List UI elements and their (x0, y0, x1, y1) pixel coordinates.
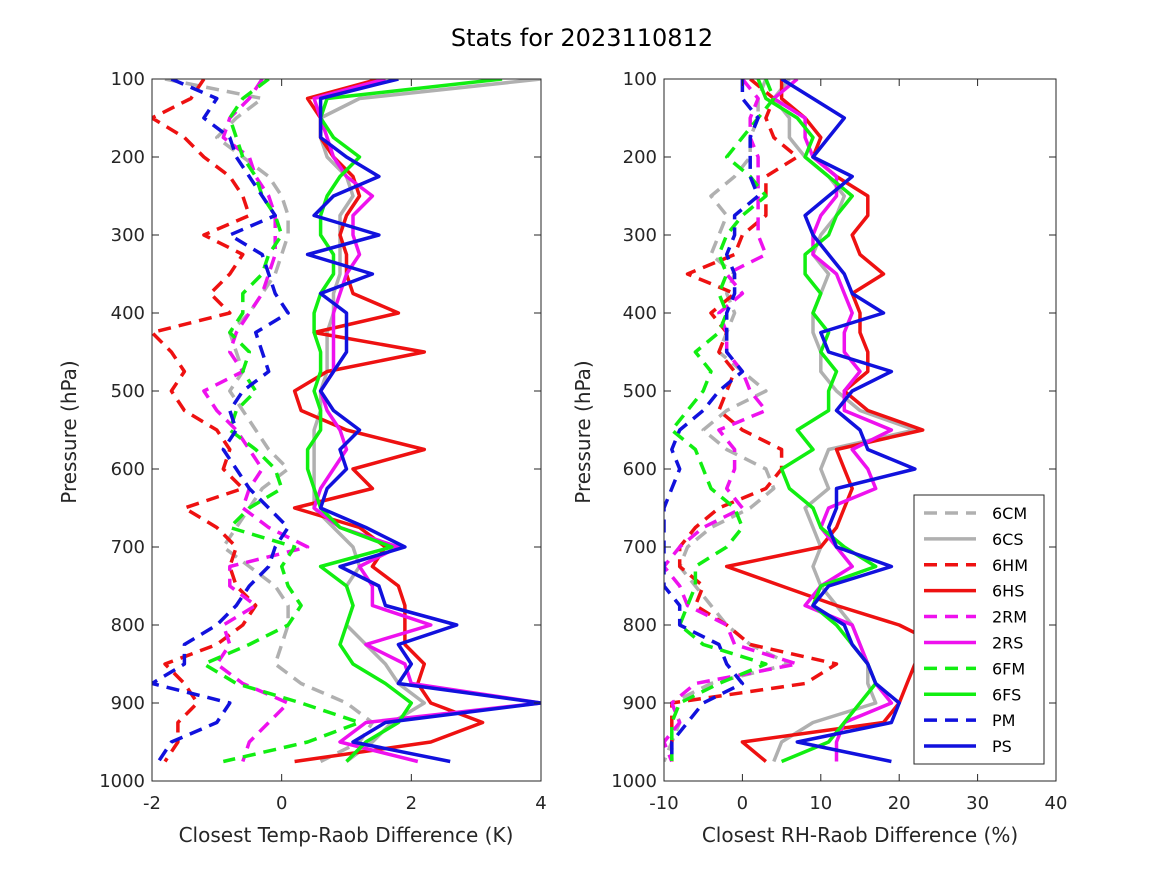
rh-series-6hm-line (670, 79, 839, 762)
rh-series-2rm-line (664, 79, 800, 763)
rh-xtick-label: 40 (1045, 793, 1068, 814)
temp-xlabel: Closest Temp-Raob Difference (K) (179, 823, 514, 847)
legend-label-2rm: 2RM (992, 608, 1027, 627)
rh-xtick-label: 20 (888, 793, 911, 814)
rh-ytick-label: 400 (623, 303, 657, 324)
temp-ytick-label: 300 (111, 225, 145, 246)
rh-ylabel: Pressure (hPa) (571, 360, 595, 503)
temp-ytick-label: 700 (111, 537, 145, 558)
legend-label-2rs: 2RS (992, 633, 1023, 652)
rh-xtick-label: 10 (809, 793, 832, 814)
temp-ytick-label: 600 (111, 459, 145, 480)
temp-ytick-label: 800 (111, 615, 145, 636)
temp-ytick-label: 1000 (99, 771, 145, 792)
temp-ytick-label: 100 (111, 69, 145, 90)
rh-xtick-label: -10 (649, 793, 678, 814)
temp-panel: Closest Temp-Raob Difference (K) Pressur… (57, 69, 547, 847)
temp-series-pm-line (152, 79, 290, 763)
rh-xlabel: Closest RH-Raob Difference (%) (702, 823, 1018, 847)
rh-ytick-label: 300 (623, 225, 657, 246)
temp-xtick-label: 4 (535, 793, 546, 814)
temp-ytick-label: 900 (111, 693, 145, 714)
rh-ytick-label: 1000 (611, 771, 657, 792)
rh-series-6fm-line (670, 79, 776, 762)
rh-xtick-label: 30 (966, 793, 989, 814)
rh-ytick-label: 500 (623, 381, 657, 402)
figure-title: Stats for 2023110812 (451, 24, 713, 52)
temp-series-2rm-line (202, 79, 310, 763)
rh-axes-frame (663, 78, 1057, 782)
rh-xtick-label: 0 (737, 793, 748, 814)
legend-label-6fm: 6FM (992, 659, 1025, 678)
legend: 6CM 6CS 6HM 6HS 2RM 2RS 6FM 6FS PM PS (913, 494, 1045, 765)
temp-xtick-label: -2 (143, 793, 161, 814)
temp-xtick-label: 0 (276, 793, 287, 814)
legend-label-pm: PM (992, 711, 1015, 730)
rh-series-pm-line (664, 79, 760, 762)
rh-ytick-label: 600 (623, 459, 657, 480)
temp-xtick-label: 2 (406, 793, 417, 814)
temp-ytick-label: 500 (111, 381, 145, 402)
legend-label-6fs: 6FS (992, 685, 1021, 704)
temp-ytick-label: 400 (111, 303, 145, 324)
legend-label-6hs: 6HS (992, 582, 1024, 601)
temp-ylabel: Pressure (hPa) (57, 360, 81, 503)
temp-series-2rs-line (312, 79, 541, 764)
rh-series-ps-line (780, 79, 917, 764)
temp-series-6hs-line (292, 79, 485, 764)
rh-ytick-label: 900 (623, 693, 657, 714)
legend-label-6cs: 6CS (992, 530, 1024, 549)
temp-axes-frame (151, 78, 542, 782)
temp-series-6cm-line (164, 79, 375, 764)
temp-ytick-label: 200 (111, 147, 145, 168)
legend-label-ps: PS (992, 737, 1012, 756)
legend-label-6hm: 6HM (992, 556, 1028, 575)
legend-label-6cm: 6CM (992, 504, 1027, 523)
rh-ytick-label: 800 (623, 615, 657, 636)
legend-box (913, 494, 1045, 765)
temp-series-group (152, 79, 541, 764)
temp-series-ps-line (305, 79, 541, 764)
temp-series-6hm-line (152, 79, 258, 763)
temp-series-6fs-line (305, 79, 503, 763)
rh-ytick-label: 700 (623, 537, 657, 558)
rh-series-2rs-line (772, 79, 894, 762)
rh-series-group (664, 79, 941, 764)
rh-ytick-label: 100 (623, 69, 657, 90)
rh-ytick-label: 200 (623, 147, 657, 168)
